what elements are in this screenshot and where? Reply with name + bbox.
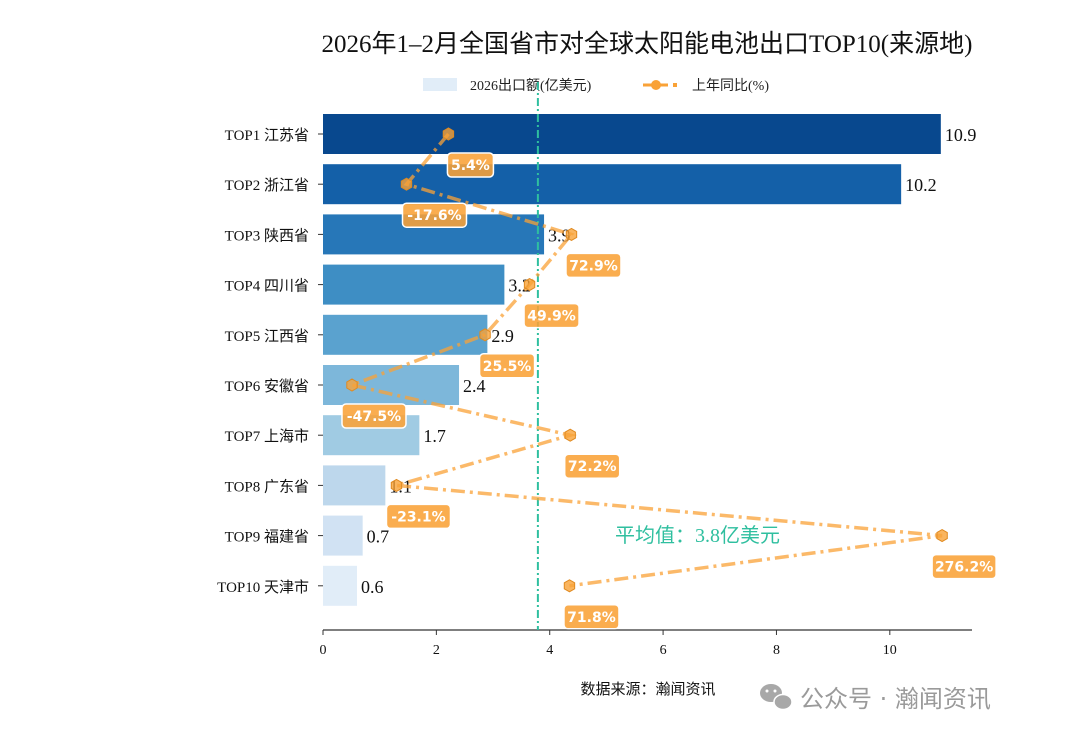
yoy-label-text: 49.9% [527, 309, 576, 325]
bar-value-label: 0.6 [361, 577, 384, 597]
yoy-label-text: 276.2% [935, 560, 993, 576]
yoy-data-label: 276.2% [931, 553, 997, 580]
yoy-label-text: -47.5% [347, 409, 401, 425]
yoy-data-label: 72.2% [563, 453, 621, 479]
bar [323, 264, 505, 305]
yoy-label-box [385, 503, 452, 530]
chart-title: 2026年1–2月全国省市对全球太阳能电池出口TOP10(来源地) [322, 30, 973, 58]
yoy-data-label: -23.1% [385, 503, 452, 530]
yoy-marker [936, 529, 948, 543]
yoy-label-box [523, 302, 580, 329]
bar [323, 314, 488, 355]
legend-bar-label: 2026出口额(亿美元) [470, 78, 592, 94]
watermark-text: 公众号 · 瀚闻资讯 [800, 685, 991, 713]
yoy-label-box [565, 252, 622, 279]
yoy-data-label: 72.9% [565, 252, 622, 279]
yoy-label-text: 5.4% [451, 158, 490, 174]
legend-bar-swatch [423, 78, 457, 91]
bar-value-label: 10.2 [905, 175, 937, 195]
yoy-label-text: 72.9% [569, 258, 618, 274]
yoy-label-box [563, 453, 621, 479]
x-tick-label: 10 [883, 643, 897, 658]
legend-marker-icon [651, 80, 661, 90]
y-tick-label: TOP9 福建省 [225, 529, 309, 546]
yoy-marker [564, 428, 576, 442]
x-tick-label: 2 [433, 643, 440, 658]
bar-value-label: 10.9 [945, 125, 977, 145]
yoy-marker [346, 378, 358, 392]
yoy-data-label: 49.9% [523, 302, 580, 329]
yoy-label-text: 72.2% [568, 459, 617, 475]
yoy-marker [390, 478, 403, 492]
bar-value-label: 2.9 [491, 326, 514, 346]
y-tick-label: TOP7 上海市 [225, 428, 309, 445]
watermark: 公众号 · 瀚闻资讯 [760, 684, 991, 713]
bar-value-label: 2.4 [463, 376, 486, 396]
yoy-data-label: 5.4% [446, 152, 495, 178]
bar [323, 114, 941, 154]
average-label: 平均值：3.8亿美元 [615, 524, 780, 547]
yoy-data-label: -17.6% [401, 202, 468, 228]
bar [323, 565, 358, 606]
bar [323, 515, 363, 556]
y-tick-label: TOP3 陕西省 [225, 227, 309, 244]
y-tick-label: TOP10 天津市 [217, 579, 309, 596]
x-tick-label: 6 [660, 643, 667, 658]
yoy-marker [565, 227, 578, 241]
yoy-label-text: 71.8% [567, 610, 616, 626]
legend-line-label: 上年同比(%) [692, 78, 769, 94]
yoy-label-box [446, 152, 495, 178]
yoy-label-box [563, 604, 620, 630]
source-note: 数据来源：瀚闻资讯 [580, 681, 715, 698]
yoy-marker [563, 579, 576, 593]
yoy-label-box [931, 553, 997, 580]
y-tick-label: TOP1 江苏省 [225, 127, 309, 144]
yoy-marker [400, 177, 413, 191]
yoy-data-label: 71.8% [563, 604, 620, 630]
bar-value-label: 0.7 [367, 527, 390, 547]
y-tick-label: TOP4 四川省 [225, 278, 309, 295]
wechat-icon [760, 684, 793, 711]
yoy-label-text: -23.1% [391, 509, 445, 525]
x-tick-label: 0 [320, 643, 327, 658]
yoy-marker [442, 127, 455, 141]
yoy-label-box [478, 353, 536, 379]
x-tick-label: 4 [546, 643, 553, 658]
y-tick-label: TOP8 广东省 [225, 478, 309, 495]
yoy-data-label: 25.5% [478, 353, 536, 379]
yoy-label-box [401, 202, 468, 228]
y-tick-label: TOP6 安徽省 [225, 378, 309, 395]
yoy-label-box [341, 403, 407, 429]
yoy-label-text: 25.5% [483, 359, 532, 375]
yoy-marker [523, 278, 536, 292]
y-tick-label: TOP2 浙江省 [225, 177, 309, 194]
yoy-data-label: -47.5% [341, 403, 407, 429]
yoy-marker [479, 328, 491, 342]
yoy-line [345, 132, 943, 588]
bar [323, 465, 386, 506]
bar-value-label: 1.7 [423, 426, 446, 446]
y-tick-label: TOP5 江西省 [225, 328, 309, 345]
yoy-label-text: -17.6% [407, 208, 461, 224]
legend: 2026出口额(亿美元) 上年同比(%) [423, 78, 769, 94]
x-tick-label: 8 [773, 643, 780, 658]
